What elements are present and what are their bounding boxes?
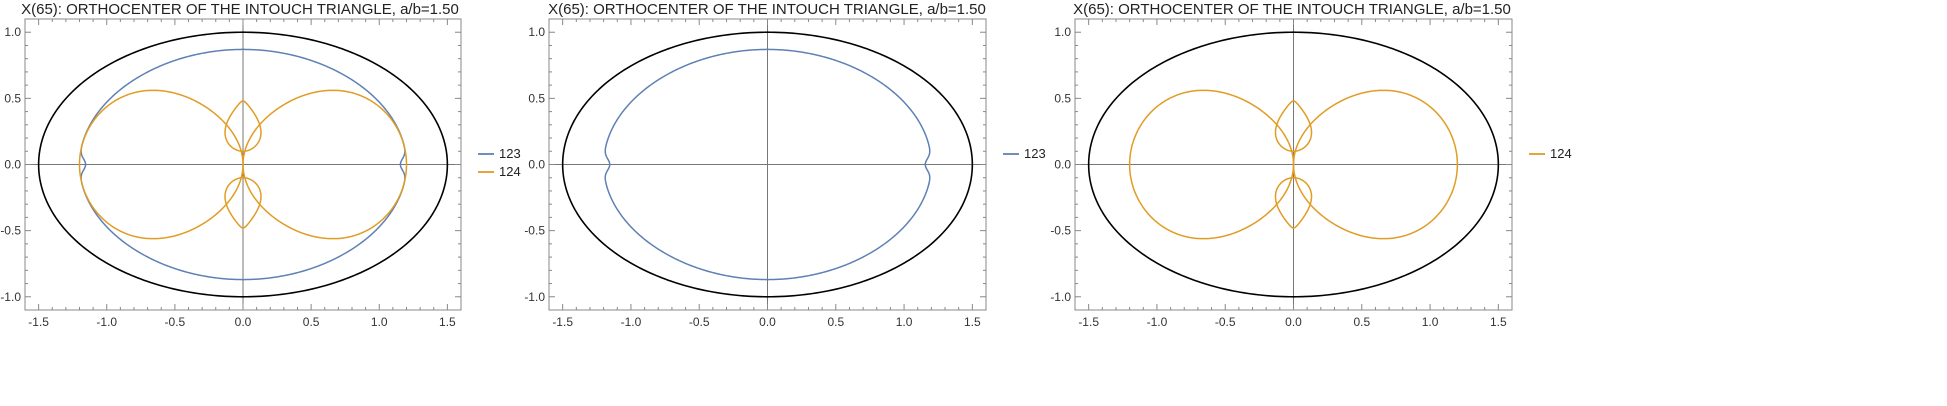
series-line-124 (1128, 89, 1295, 240)
y-tick-label: 0.5 (528, 91, 545, 105)
x-tick-label: 0.0 (759, 315, 776, 329)
series-line-ellipse (1087, 31, 1500, 298)
y-tick-label: 0.5 (4, 91, 21, 105)
series-line-124 (78, 89, 244, 240)
x-tick-label: 1.5 (1490, 315, 1507, 329)
x-tick-label: 0.0 (1285, 315, 1302, 329)
x-tick-label: -0.5 (689, 315, 710, 329)
x-tick-label: 1.5 (439, 315, 456, 329)
x-tick-label: 0.5 (827, 315, 844, 329)
x-tick-label: -1.5 (552, 315, 573, 329)
chart-title: X(65): ORTHOCENTER OF THE INTOUCH TRIANG… (548, 1, 986, 18)
legend-item: 123 (478, 146, 521, 161)
series-line-123 (604, 48, 931, 281)
chart-panel-3: X(65): ORTHOCENTER OF THE INTOUCH TRIANG… (1050, 1, 1571, 329)
y-tick-label: -0.5 (0, 224, 21, 238)
x-tick-label: -0.5 (1215, 315, 1236, 329)
y-tick-label: -1.0 (1050, 290, 1071, 304)
curves (1087, 31, 1500, 298)
x-tick-label: 0.5 (1353, 315, 1370, 329)
series-line-123 (80, 48, 406, 281)
x-tick-label: -1.5 (1078, 315, 1099, 329)
x-tick-label: 0.0 (235, 315, 252, 329)
y-tick-label: 0.0 (1054, 158, 1071, 172)
x-tick-label: -1.0 (96, 315, 117, 329)
legend-item: 123 (1003, 146, 1046, 161)
series-line-124 (224, 176, 262, 229)
legend-item: 124 (1529, 146, 1572, 161)
x-tick-label: -0.5 (165, 315, 186, 329)
y-tick-label: 1.0 (1054, 25, 1071, 39)
y-tick-label: -0.5 (524, 224, 545, 238)
series-line-ellipse (561, 31, 974, 298)
series-line-124 (1274, 176, 1313, 229)
legend-label: 124 (499, 164, 521, 179)
y-tick-label: 0.0 (4, 158, 21, 172)
x-tick-label: -1.5 (28, 315, 49, 329)
chart-panel-2: X(65): ORTHOCENTER OF THE INTOUCH TRIANG… (524, 1, 1045, 329)
chart-panel-1: X(65): ORTHOCENTER OF THE INTOUCH TRIANG… (0, 1, 520, 329)
chart-title: X(65): ORTHOCENTER OF THE INTOUCH TRIANG… (1073, 1, 1511, 18)
y-tick-label: -0.5 (1050, 224, 1071, 238)
y-tick-label: 0.5 (1054, 91, 1071, 105)
legend-label: 123 (499, 146, 521, 161)
x-tick-label: 1.0 (371, 315, 388, 329)
y-tick-label: -1.0 (0, 290, 21, 304)
y-tick-label: 1.0 (528, 25, 545, 39)
x-tick-label: 0.5 (303, 315, 320, 329)
x-tick-label: -1.0 (621, 315, 642, 329)
y-tick-label: -1.0 (524, 290, 545, 304)
x-tick-label: 1.0 (896, 315, 913, 329)
curves (37, 31, 449, 298)
series-line-ellipse (37, 31, 449, 298)
series-line-124 (242, 89, 408, 240)
x-tick-label: -1.0 (1147, 315, 1168, 329)
series-line-124 (1274, 100, 1313, 153)
curves (561, 31, 974, 298)
x-tick-label: 1.5 (964, 315, 981, 329)
legend-label: 123 (1024, 146, 1046, 161)
x-tick-label: 1.0 (1422, 315, 1439, 329)
legend-item: 124 (478, 164, 521, 179)
y-tick-label: 0.0 (528, 158, 545, 172)
legend-label: 124 (1550, 146, 1572, 161)
series-line-124 (1292, 89, 1459, 240)
chart-title: X(65): ORTHOCENTER OF THE INTOUCH TRIANG… (21, 1, 459, 18)
y-tick-label: 1.0 (4, 25, 21, 39)
series-line-124 (224, 100, 262, 153)
